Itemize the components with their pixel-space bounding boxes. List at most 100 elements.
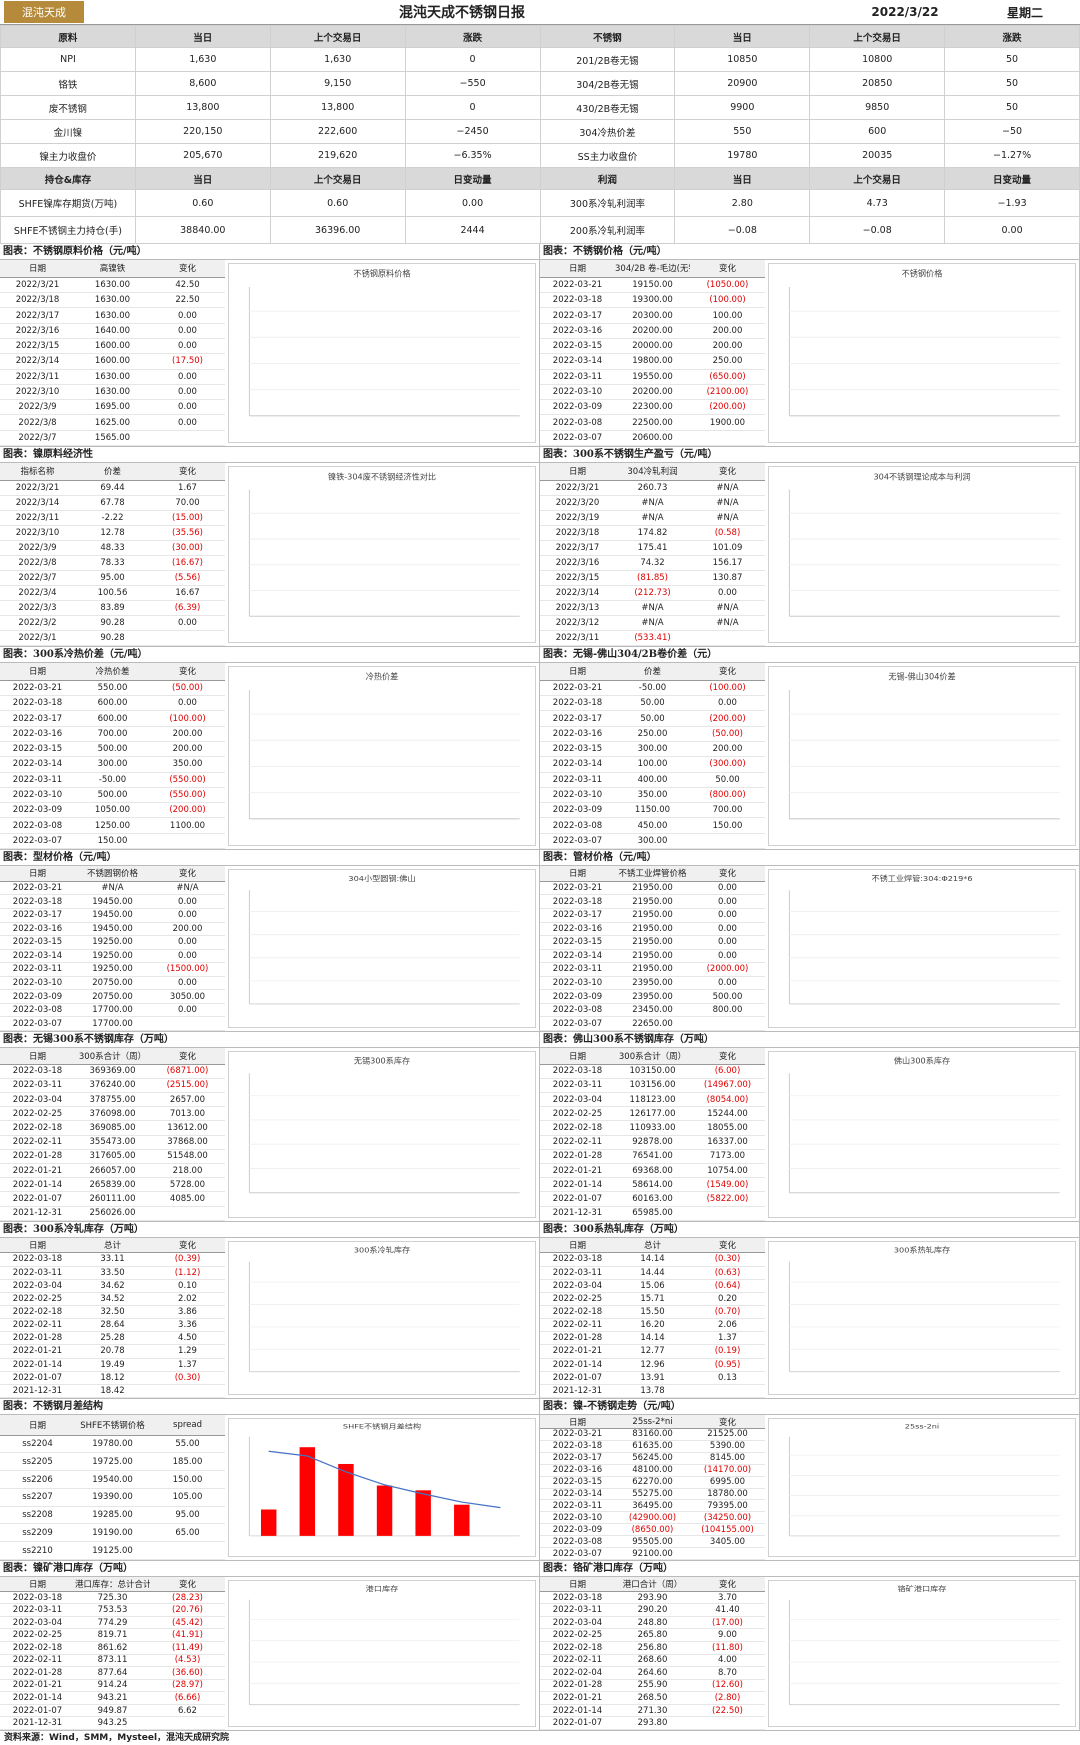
cell: 1630.00 (75, 292, 150, 309)
cell: 22500.00 (615, 414, 690, 431)
row: 2022-03-11 19550.00 (650.00) (540, 369, 765, 385)
cell: (16.67) (150, 555, 225, 571)
cell: 金川镍 (0, 119, 136, 144)
row: 2022-03-08 22500.00 1900.00 (540, 414, 765, 431)
cell: 2022-01-28 (0, 1666, 75, 1680)
row: 2022-01-28 14.14 1.37 (540, 1331, 765, 1346)
panel-body: 日期 300系合计（周） 变化 2022-03-18 103150.00 (6.00) 20… (540, 1048, 1079, 1221)
panel-title: 图表：佛山300系不锈钢库存（万吨） (540, 1032, 1079, 1048)
panel-body: 指标名称 价差 变化 2022/3/21 69.44 1.67 2022/3/14 67.78… (0, 463, 539, 646)
cell: 25.28 (75, 1331, 150, 1346)
panel: 图表：300系冷热价差（元/吨） 日期 冷热价差 变化 2022-03-21 550.00… (0, 647, 540, 850)
cell: #N/A (615, 510, 690, 526)
cell: 34.62 (75, 1279, 150, 1293)
chart: 不锈工业焊管:304:Φ219*6 (768, 869, 1076, 1028)
cell: 0.00 (150, 908, 225, 923)
cell: 2022-03-21 (0, 680, 75, 697)
row: 2022-03-09 1150.00 700.00 (540, 802, 765, 819)
cell: 2022-03-09 (0, 989, 75, 1004)
weekday: 星期二 (1006, 5, 1043, 20)
cell: 317605.00 (75, 1149, 150, 1165)
cell: 2.80 (674, 189, 811, 217)
cell: 2022-01-07 (0, 1704, 75, 1718)
chart-svg: 港口库存 (248, 1584, 520, 1706)
chart-title: 304不锈钢理论成本与利润 (873, 471, 970, 481)
cell: (1500.00) (150, 962, 225, 977)
row: 2022-03-11 753.53 (20.76) (0, 1603, 225, 1617)
cell: (6871.00) (150, 1064, 225, 1079)
data-table: 日期 港口合计（周） 变化 2022-03-18 293.90 3.70 2022-03-1… (540, 1577, 765, 1730)
cell: 218.00 (150, 1163, 225, 1179)
row: 2022/3/11 1630.00 0.00 (0, 369, 225, 385)
cell: 2022-03-04 (540, 1279, 615, 1293)
cell: 2022-01-21 (540, 1691, 615, 1705)
cell: 268.50 (615, 1691, 690, 1705)
cell: 355473.00 (75, 1135, 150, 1150)
cell: 105.00 (150, 1488, 225, 1507)
cell: 50.00 (615, 695, 690, 712)
cell: 0.60 (269, 189, 406, 217)
cell: 23450.00 (615, 1003, 690, 1018)
cell: −2450 (404, 119, 541, 144)
cell: 304/2B卷无锡 (539, 71, 676, 96)
row: 2022-03-04 378755.00 2657.00 (0, 1092, 225, 1108)
cell: 51548.00 (150, 1149, 225, 1165)
row: 2022/3/8 1625.00 0.00 (0, 414, 225, 431)
row: 2022-01-14 943.21 (6.66) (0, 1691, 225, 1705)
row: 2022-03-07 300.00 (540, 833, 765, 849)
cell: SHFE镍库存期货(万吨) (0, 189, 136, 217)
cell: 0.20 (690, 1292, 765, 1306)
cell: 2022-03-17 (0, 908, 75, 923)
row: 2022-03-18 21950.00 0.00 (540, 894, 765, 909)
row: ss2209 19190.00 65.00 (0, 1523, 225, 1543)
cell: 2022/3/3 (0, 600, 75, 616)
cell: 0.00 (150, 338, 225, 355)
cell: 2022-03-18 (540, 1064, 615, 1079)
cell: 300系冷轧利润率 (539, 189, 676, 217)
footer: 资料来源：Wind，SMM，Mysteel，混沌天成研究院 (4, 1733, 230, 1743)
row: 2021-12-31 18.42 (0, 1384, 225, 1398)
row: 2022-03-17 20300.00 100.00 (540, 307, 765, 324)
cell: 原料 (0, 25, 136, 48)
cell: 1.67 (150, 480, 225, 496)
cell: 21950.00 (615, 949, 690, 964)
cell: 2022-03-10 (0, 976, 75, 991)
cell: 48100.00 (615, 1464, 690, 1477)
data-table: 日期 304冷轧利润 变化 2022/3/21 260.73 #N/A 2022/3/20 #… (540, 463, 765, 646)
cell: 248.80 (615, 1616, 690, 1630)
row: NPI 1,630 1,630 0 201/2B卷无锡 10850 10800 50 (0, 47, 1080, 72)
cell: 2022-03-18 (0, 1064, 75, 1079)
row: 2022-03-11 376240.00 (2515.00) (0, 1078, 225, 1094)
cell: ss2208 (0, 1506, 75, 1525)
cell: 2022-02-25 (0, 1106, 75, 1122)
cell: 2022-03-04 (0, 1092, 75, 1108)
cell (690, 1384, 765, 1398)
row: 2022-03-10 500.00 (550.00) (0, 787, 225, 804)
cell: 2022-03-16 (540, 922, 615, 937)
cell: 涨跌 (944, 25, 1080, 48)
cell: 2022/3/21 (0, 277, 75, 294)
cell: (650.00) (690, 369, 765, 385)
cell: 256.80 (615, 1641, 690, 1655)
row: 2022-03-07 92100.00 (540, 1547, 765, 1560)
cell: 20850 (809, 71, 946, 96)
cell: 293.80 (615, 1716, 690, 1730)
cell: 2022-03-11 (0, 1078, 75, 1094)
cell: 90.28 (75, 630, 150, 646)
cell: (4.53) (150, 1654, 225, 1668)
cell: (200.00) (690, 710, 765, 727)
cell: 2022-03-10 (0, 787, 75, 804)
cell: 10800 (809, 47, 946, 72)
row: 2022-01-21 12.77 (0.19) (540, 1344, 765, 1359)
cell: 70.00 (150, 495, 225, 511)
header-cell: 变化 (690, 866, 765, 882)
cell: (1549.00) (690, 1177, 765, 1193)
header-row: 日期 冷热价差 变化 (0, 663, 225, 681)
cell: 2022-03-10 (540, 384, 615, 401)
cell: 861.62 (75, 1641, 150, 1655)
cell: 2022-03-04 (0, 1279, 75, 1293)
cell: 2021-12-31 (540, 1384, 615, 1398)
chart: 不锈钢原料价格 (228, 263, 536, 443)
cell: 2022-02-18 (0, 1120, 75, 1136)
cell: 持仓&库存 (0, 167, 136, 190)
